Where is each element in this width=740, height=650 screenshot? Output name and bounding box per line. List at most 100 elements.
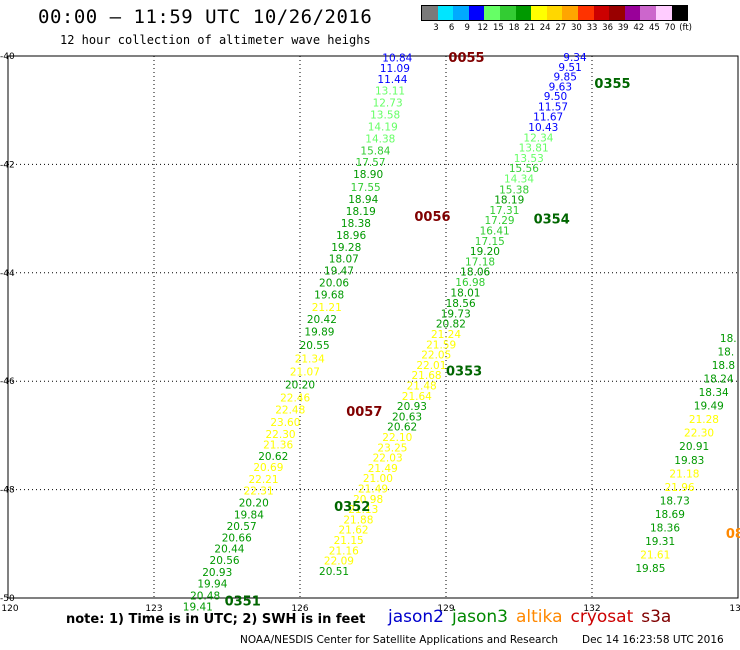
swh-label: 18.06 [460, 267, 490, 279]
swh-label: 14.34 [504, 173, 534, 185]
swh-label: 20.20 [285, 379, 315, 391]
satellite-label-cryosat: cryosat [570, 607, 634, 627]
swh-label: 17.57 [356, 157, 386, 169]
swh-label: 19.28 [331, 242, 361, 254]
credit-timestamp: Dec 14 16:23:58 UTC 2016 [582, 634, 724, 646]
swh-label: 20.55 [300, 340, 330, 352]
swh-label: 18.38 [341, 218, 371, 230]
legend-swatch [437, 6, 454, 20]
swh-label: 20.66 [222, 532, 252, 544]
legend-swatch [453, 6, 469, 20]
pass-time-label: 0352 [334, 500, 370, 515]
swh-label: 20.62 [387, 422, 417, 434]
swh-label: 21.15 [334, 535, 364, 547]
swh-label: 18.36 [650, 523, 680, 535]
lat-tick-label: -44 [0, 269, 15, 279]
legend-swatch [484, 6, 500, 20]
swh-label: 16.41 [480, 226, 510, 238]
lon-tick-label: 135 [729, 604, 740, 614]
swh-label: 17.55 [351, 182, 381, 194]
swh-label: 9.63 [549, 81, 572, 93]
swh-label: 22.01 [416, 360, 446, 372]
swh-label: 20.93 [397, 401, 427, 413]
swh-label: 19.20 [470, 246, 500, 258]
lon-tick-label: 126 [291, 604, 308, 614]
swh-label: 11.67 [533, 112, 563, 124]
swh-label: 9.85 [554, 72, 577, 84]
swh-label: 18.34 [699, 387, 729, 399]
legend-label: 70 [664, 23, 676, 33]
swh-label: 21.88 [343, 514, 373, 526]
legend-swatch [499, 6, 516, 20]
swh-label: 19.68 [314, 289, 344, 301]
swh-label: 20.63 [392, 411, 422, 423]
swh-label: 21.16 [329, 545, 359, 557]
legend-swatches [421, 5, 689, 21]
lat-tick-label: -46 [0, 377, 15, 387]
swh-label: 19.94 [197, 578, 227, 590]
swh-label: 22.05 [421, 350, 451, 362]
lat-tick-label: -42 [0, 160, 15, 170]
swh-label: 18.94 [348, 194, 378, 206]
lon-tick-label: 129 [437, 604, 454, 614]
swh-label: 17.15 [475, 236, 505, 248]
swh-label: 20.98 [353, 494, 383, 506]
swh-label: 18.24 [704, 373, 734, 385]
swh-label: 13.81 [519, 143, 549, 155]
swh-label: 20.44 [214, 544, 244, 556]
swh-label: 12.73 [373, 98, 403, 110]
swh-label: 21.62 [339, 525, 369, 537]
swh-label: 20.57 [227, 521, 257, 533]
swh-label: 18.69 [655, 509, 685, 521]
swh-label: 22.46 [280, 392, 310, 404]
swh-label: 21.07 [290, 366, 320, 378]
legend-label: 18 [508, 23, 520, 33]
satellite-legend: jason2 jason3 altika cryosat s3a [388, 607, 679, 627]
legend-swatch [593, 6, 610, 20]
map-subtitle: 12 hour collection of altimeter wave hei… [60, 33, 371, 47]
legend-swatch [671, 6, 688, 20]
legend-label: 15 [492, 23, 504, 33]
swh-label: 20.56 [210, 555, 240, 567]
legend-swatch [515, 6, 532, 20]
swh-label: 22.09 [324, 556, 354, 568]
satellite-label-jason2: jason2 [388, 607, 444, 627]
swh-label: 21.34 [295, 353, 325, 365]
swh-label: 18. [717, 346, 734, 358]
swh-label: 17.29 [485, 215, 515, 227]
pass-time-label: 0055 [448, 51, 484, 66]
swh-label: 19.31 [645, 536, 675, 548]
swh-label: 21.24 [431, 329, 461, 341]
swh-label: 21.61 [640, 550, 670, 562]
lon-tick-label: 123 [145, 604, 162, 614]
legend-label: 24 [539, 23, 551, 33]
color-legend: 3 6 9 12 15 18 21 24 27 30 33 36 39 42 45 70 (ft) [421, 5, 692, 35]
swh-label: 19.41 [183, 602, 213, 614]
note-text: note: 1) Time is in UTC; 2) SWH is in fe… [66, 612, 366, 627]
swh-label: 21.28 [689, 414, 719, 426]
swh-label: 20.62 [258, 451, 288, 463]
legend-label: 3 [433, 23, 439, 33]
map-frame [7, 55, 739, 599]
swh-label: 15.84 [360, 145, 390, 157]
swh-label: 18.07 [329, 254, 359, 266]
swh-label: 20.93 [202, 567, 232, 579]
swh-label: 21.96 [665, 482, 695, 494]
swh-label: 14.19 [368, 121, 398, 133]
legend-swatch [531, 6, 547, 20]
swh-label: 21.59 [426, 339, 456, 351]
swh-label: 15.56 [509, 163, 539, 175]
legend-swatch [422, 6, 438, 20]
lat-tick-label: -48 [0, 486, 15, 496]
swh-label: 18.19 [494, 195, 524, 207]
swh-label: 20.51 [319, 566, 349, 578]
swh-label: 13.53 [514, 153, 544, 165]
swh-label: 22.31 [244, 486, 274, 498]
swh-label: 18.8 [712, 360, 735, 372]
legend-label: 27 [555, 23, 567, 33]
swh-label: 14.38 [365, 133, 395, 145]
lon-tick-label: 120 [1, 604, 18, 614]
swh-label: 23.25 [377, 442, 407, 454]
pass-time-label: 0355 [594, 77, 630, 92]
